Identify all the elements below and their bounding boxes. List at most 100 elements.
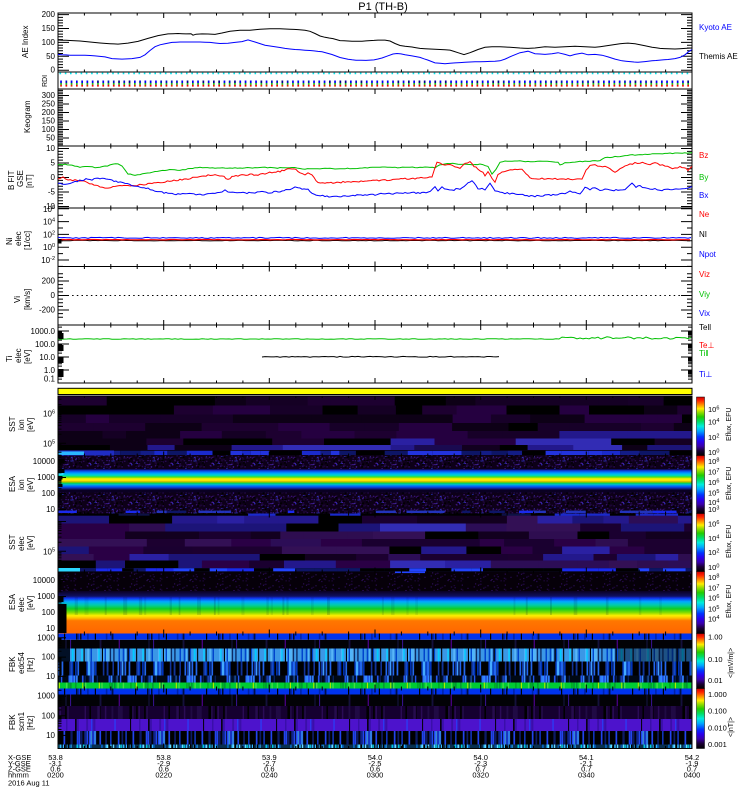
svg-text:100: 100 <box>42 653 56 662</box>
svg-text:[eV]: [eV] <box>26 536 35 550</box>
svg-text:ESA: ESA <box>8 593 17 610</box>
svg-text:Te⊥: Te⊥ <box>699 341 714 350</box>
svg-text:104: 104 <box>708 615 719 624</box>
svg-text:106: 106 <box>43 205 55 214</box>
svg-text:1000: 1000 <box>37 692 55 701</box>
svg-text:0.6: 0.6 <box>264 765 274 774</box>
svg-text:Ti⊥: Ti⊥ <box>699 370 712 379</box>
svg-text:100: 100 <box>42 489 56 498</box>
svg-text:10: 10 <box>46 672 55 681</box>
svg-text:0340: 0340 <box>578 770 595 779</box>
svg-text:102: 102 <box>43 230 55 239</box>
svg-text:108: 108 <box>708 573 719 582</box>
svg-text:106: 106 <box>708 519 719 528</box>
svg-text:hhmm: hhmm <box>8 770 29 779</box>
svg-text:106: 106 <box>708 593 719 602</box>
svg-text:[eV]: [eV] <box>26 418 35 432</box>
svg-text:0.1: 0.1 <box>44 375 56 384</box>
svg-text:0.7: 0.7 <box>581 765 591 774</box>
svg-text:0.100: 0.100 <box>708 707 727 716</box>
svg-text:Bx: Bx <box>699 191 708 200</box>
svg-text:104: 104 <box>708 418 719 427</box>
svg-text:-3.1: -3.1 <box>49 759 62 768</box>
svg-text:0240: 0240 <box>261 770 278 779</box>
svg-text:-2.1: -2.1 <box>580 759 593 768</box>
svg-text:106: 106 <box>43 410 55 419</box>
svg-text:50: 50 <box>46 134 55 143</box>
svg-text:[km/s]: [km/s] <box>23 289 32 310</box>
svg-text:Z-GSE: Z-GSE <box>8 765 31 774</box>
svg-text:Y-GSE: Y-GSE <box>8 759 31 768</box>
svg-text:104: 104 <box>708 498 719 507</box>
svg-text:105: 105 <box>708 489 719 498</box>
svg-text:scm1: scm1 <box>17 711 26 731</box>
svg-text:54.0: 54.0 <box>368 753 383 762</box>
svg-text:0.7: 0.7 <box>687 765 697 774</box>
svg-text:Viy: Viy <box>699 290 710 299</box>
svg-text:[eV]: [eV] <box>26 596 35 610</box>
svg-text:10000: 10000 <box>33 576 56 585</box>
svg-text:-2.9: -2.9 <box>157 759 170 768</box>
svg-text:[eV]: [eV] <box>23 350 32 364</box>
svg-text:1000: 1000 <box>37 473 55 482</box>
svg-text:10.0: 10.0 <box>39 353 55 362</box>
svg-text:X-GSE: X-GSE <box>8 753 31 762</box>
svg-text:RDI: RDI <box>42 75 49 87</box>
svg-text:P1 (TH-B): P1 (TH-B) <box>358 1 408 13</box>
svg-text:100: 100 <box>42 711 56 720</box>
svg-text:53.8: 53.8 <box>48 753 63 762</box>
svg-text:100: 100 <box>42 125 56 134</box>
svg-text:250: 250 <box>42 100 56 109</box>
svg-text:elec: elec <box>17 536 26 551</box>
svg-text:Themis AE: Themis AE <box>699 52 738 61</box>
svg-text:Eflux, EFU: Eflux, EFU <box>726 585 733 618</box>
svg-text:elec: elec <box>14 348 23 363</box>
svg-text:105: 105 <box>43 547 55 556</box>
svg-text:10000: 10000 <box>33 457 56 466</box>
svg-text:10-2: 10-2 <box>41 256 55 265</box>
svg-text:0: 0 <box>51 173 56 182</box>
svg-text:0320: 0320 <box>472 770 489 779</box>
svg-text:10: 10 <box>46 505 55 514</box>
svg-text:100: 100 <box>42 608 56 617</box>
svg-text:100: 100 <box>43 243 55 252</box>
svg-text:By: By <box>699 173 708 182</box>
svg-text:Eflux, EFU: Eflux, EFU <box>726 525 733 558</box>
svg-text:B FIT: B FIT <box>7 170 16 190</box>
svg-text:[eV]: [eV] <box>26 478 35 492</box>
svg-text:108: 108 <box>708 457 719 466</box>
svg-text:5: 5 <box>51 159 56 168</box>
svg-text:Bz: Bz <box>699 151 708 160</box>
svg-text:54.1: 54.1 <box>579 753 594 762</box>
svg-text:Ni: Ni <box>5 237 14 245</box>
svg-text:elec: elec <box>14 231 23 246</box>
svg-text:0.6: 0.6 <box>370 765 380 774</box>
svg-text:54.0: 54.0 <box>473 753 488 762</box>
svg-text:0.01: 0.01 <box>708 676 723 685</box>
svg-text:1000.0: 1000.0 <box>31 327 56 336</box>
svg-text:107: 107 <box>708 583 719 592</box>
svg-text:-5: -5 <box>48 188 56 197</box>
svg-text:-200: -200 <box>39 306 56 315</box>
svg-text:0.6: 0.6 <box>50 765 60 774</box>
svg-text:10: 10 <box>46 624 55 633</box>
svg-text:100: 100 <box>708 448 719 457</box>
svg-text:Ti: Ti <box>5 355 14 362</box>
svg-text:-10: -10 <box>43 202 55 211</box>
svg-text:105: 105 <box>708 604 719 613</box>
svg-text:0.010: 0.010 <box>708 724 727 733</box>
svg-text:0.10: 0.10 <box>708 655 723 664</box>
svg-text:200: 200 <box>42 108 56 117</box>
svg-text:0.001: 0.001 <box>708 740 727 749</box>
svg-text:Ti‖: Ti‖ <box>699 349 709 358</box>
svg-text:ion: ion <box>17 479 26 490</box>
svg-text:Vix: Vix <box>699 309 710 318</box>
svg-text:1.000: 1.000 <box>708 690 727 699</box>
svg-text:AE Index: AE Index <box>21 26 30 58</box>
svg-text:Viz: Viz <box>699 270 710 279</box>
svg-text:102: 102 <box>708 548 719 557</box>
svg-text:-2.3: -2.3 <box>474 759 487 768</box>
svg-text:2016 Aug 11: 2016 Aug 11 <box>8 779 50 788</box>
svg-text:0: 0 <box>51 66 56 75</box>
svg-text:0.6: 0.6 <box>158 765 168 774</box>
